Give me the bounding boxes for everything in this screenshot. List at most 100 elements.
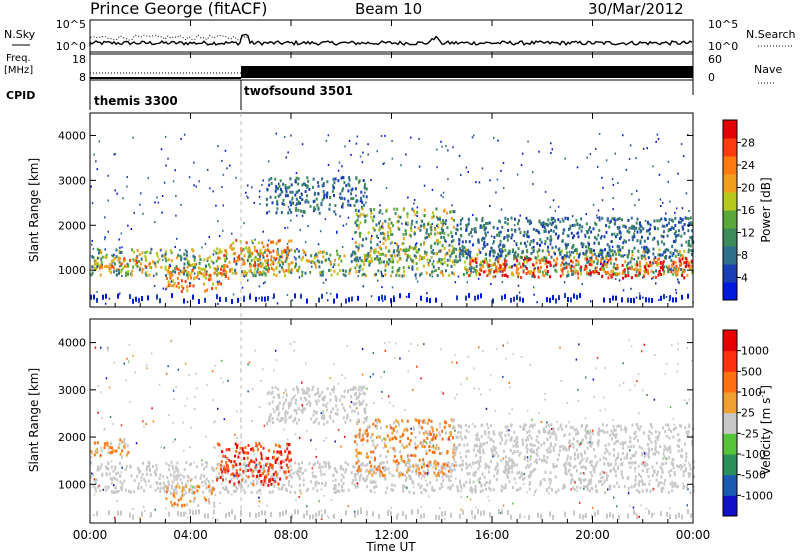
range-time-cell (677, 229, 680, 233)
range-time-cell (245, 480, 248, 484)
range-time-cell (495, 478, 498, 481)
range-time-cell (420, 243, 422, 247)
range-time-cell (278, 450, 281, 454)
range-time-cell (270, 482, 273, 486)
range-time-cell (421, 257, 424, 261)
range-time-cell (310, 260, 313, 264)
scatter-cell (212, 190, 214, 193)
range-time-cell (525, 233, 528, 237)
range-time-cell (357, 418, 360, 422)
scatter-cell (359, 200, 362, 203)
range-time-cell (108, 269, 111, 273)
range-time-cell (644, 250, 647, 253)
range-time-cell (225, 254, 228, 257)
scatter-cell (635, 157, 637, 160)
scatter-cell (499, 250, 501, 253)
range-time-cell (131, 248, 133, 252)
range-time-cell (517, 272, 520, 276)
range-time-cell (341, 488, 343, 492)
range-time-cell (243, 461, 246, 465)
range-time-cell (365, 477, 368, 481)
range-time-cell (436, 260, 439, 264)
range-time-cell (542, 223, 544, 227)
range-time-cell (393, 254, 396, 258)
range-time-cell (537, 230, 540, 234)
range-time-cell (163, 490, 166, 494)
range-time-cell (158, 258, 161, 262)
scatter-cell (521, 152, 524, 155)
scatter-cell (675, 288, 677, 291)
range-time-cell (114, 477, 117, 480)
range-time-cell (412, 481, 415, 485)
range-time-cell (609, 254, 612, 258)
range-time-cell (529, 470, 532, 474)
range-time-cell (365, 416, 368, 419)
range-time-cell (672, 267, 675, 271)
near-range-cell (675, 297, 677, 303)
range-time-cell (662, 235, 665, 239)
range-time-cell (274, 195, 277, 199)
range-time-cell (593, 252, 596, 256)
range-time-cell (601, 249, 604, 253)
range-time-cell (443, 261, 446, 265)
range-time-cell (96, 261, 99, 265)
range-time-cell (450, 264, 453, 268)
range-time-cell (541, 249, 544, 253)
range-time-cell (414, 274, 417, 277)
near-range-cell (621, 297, 623, 303)
scatter-cell (652, 165, 654, 168)
range-time-cell (253, 271, 256, 275)
range-time-cell (678, 259, 681, 263)
range-time-cell (472, 471, 475, 475)
range-time-cell (425, 253, 428, 257)
range-time-cell (580, 465, 583, 469)
range-time-cell (596, 266, 599, 270)
range-time-cell (629, 461, 632, 465)
range-time-cell (559, 220, 562, 224)
scatter-cell (592, 203, 595, 206)
range-time-cell (671, 225, 673, 229)
range-time-cell (571, 236, 574, 240)
range-time-cell (225, 257, 228, 261)
range-time-cell (230, 473, 233, 476)
range-time-cell (403, 428, 406, 432)
range-time-cell (186, 479, 189, 483)
range-time-cell (333, 387, 336, 391)
range-time-cell (470, 269, 472, 273)
range-time-cell (639, 221, 641, 225)
range-time-cell (665, 223, 668, 227)
range-time-cell (511, 250, 514, 254)
scatter-cell (634, 230, 636, 232)
range-time-cell (279, 187, 282, 191)
scatter-cell (536, 301, 538, 304)
range-time-cell (205, 498, 207, 502)
scatter-cell (91, 202, 94, 205)
range-time-cell (604, 491, 606, 495)
range-time-cell (208, 274, 210, 278)
scatter-cell (384, 134, 386, 137)
scatter-cell (293, 256, 296, 259)
range-time-cell (654, 260, 657, 264)
range-time-cell (527, 438, 530, 442)
range-time-cell (353, 472, 356, 476)
range-time-cell (660, 481, 663, 485)
range-time-cell (177, 281, 180, 285)
range-time-cell (434, 459, 437, 463)
range-time-cell (683, 231, 686, 235)
range-time-cell (531, 246, 534, 250)
range-time-cell (407, 436, 409, 440)
range-time-cell (173, 478, 176, 482)
range-time-cell (316, 255, 319, 258)
range-time-cell (550, 488, 553, 492)
range-time-cell (691, 229, 694, 233)
range-time-cell (504, 468, 507, 472)
range-time-cell (671, 244, 674, 248)
range-time-cell (389, 260, 392, 264)
range-time-cell (117, 258, 120, 262)
range-time-cell (504, 486, 507, 490)
scatter-cell (502, 161, 505, 164)
range-time-cell (107, 485, 110, 489)
range-time-cell (140, 476, 143, 480)
range-time-cell (504, 254, 507, 258)
range-time-cell (419, 441, 422, 445)
